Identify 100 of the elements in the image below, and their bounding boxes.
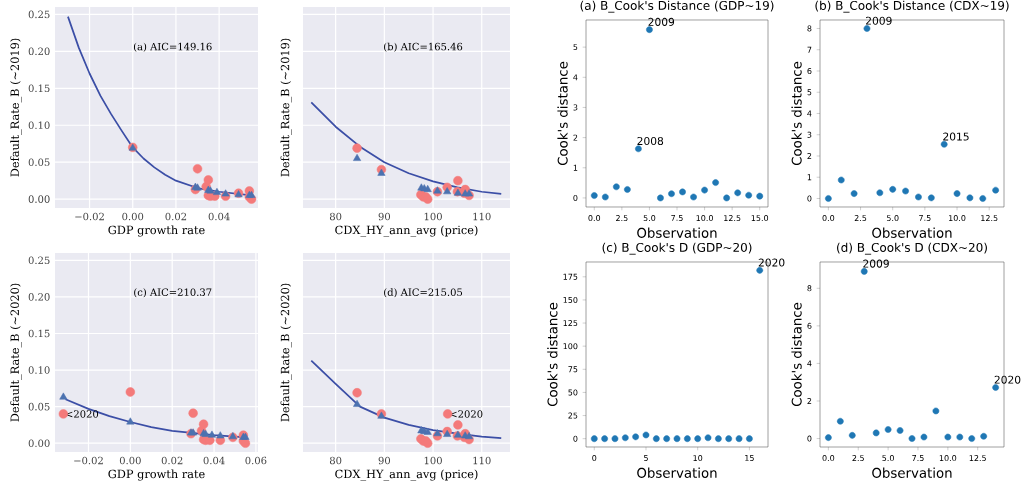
y-tick-label: 0 (573, 435, 578, 442)
annotation: <2020 (66, 410, 99, 418)
x-tick-label: 12.5 (724, 215, 741, 222)
y-tick-label: 5 (807, 89, 812, 96)
x-axis-title: Observation (637, 227, 717, 238)
y-tick-label: 125 (563, 320, 578, 327)
x-tick-label: 12.5 (969, 455, 986, 462)
y-tick-label: 50 (568, 389, 578, 396)
x-tick-label: 5.0 (643, 215, 656, 222)
annotation: 2008 (637, 136, 664, 146)
y-axis-title: Cook's distance (547, 302, 558, 407)
y-tick-label: 6 (807, 67, 812, 75)
y-tick-label: 3 (573, 104, 578, 111)
annotation: 2020 (994, 375, 1021, 384)
x-axis-title: GDP growth rate (108, 469, 205, 481)
y-tick-label: 175 (563, 273, 578, 280)
x-tick-label: 0.02 (161, 456, 183, 465)
y-tick-label: 0.15 (28, 84, 50, 93)
x-tick-label: 0.06 (245, 456, 267, 465)
x-tick-label: 2.5 (616, 215, 628, 222)
x-tick-label: 0.0 (588, 215, 601, 222)
y-tick-label: 0 (573, 194, 578, 201)
y-axis-title: Default_Rate_B (~2019) (280, 38, 292, 177)
x-tick-label: 15 (745, 455, 754, 461)
x-tick-label: 5 (644, 455, 648, 461)
x-tick-label: 100 (424, 212, 442, 221)
x-tick-label: −0.02 (74, 456, 103, 465)
x-tick-label: 10.0 (696, 215, 713, 222)
x-tick-label: 80 (329, 212, 342, 221)
x-tick-label: 5.0 (886, 215, 899, 222)
x-tick-label: 110 (473, 456, 491, 465)
x-tick-label: 0.0 (822, 455, 835, 462)
y-axis-title: Default_Rate_B (~2019) (10, 38, 22, 177)
y-tick-label: 8 (807, 285, 812, 292)
y-tick-label: 150 (563, 296, 578, 303)
chart-title: (d) B_Cook's D (CDX~20) (837, 242, 987, 255)
y-tick-label: 7 (807, 46, 812, 53)
x-axis-title: CDX_HY_ann_avg (price) (335, 469, 478, 481)
y-tick-label: 0.20 (28, 47, 50, 56)
y-tick-label: 0 (807, 195, 812, 202)
x-axis-title: Observation (872, 467, 952, 478)
x-tick-label: 10 (693, 455, 703, 462)
annotation: 2015 (943, 132, 969, 141)
y-tick-label: 2 (573, 134, 578, 141)
x-tick-label: 7.5 (912, 455, 924, 461)
y-tick-label: 6 (807, 322, 812, 329)
y-tick-label: 0 (807, 435, 812, 442)
annotation: <2020 (450, 410, 483, 418)
y-tick-label: 0.25 (28, 256, 50, 265)
y-tick-label: 4 (573, 74, 578, 81)
annotation: 2020 (758, 258, 785, 267)
chart-title: (c) B_Cook's D (GDP~20) (602, 242, 752, 255)
y-tick-label: 2 (807, 153, 812, 159)
x-tick-label: 0.04 (208, 212, 230, 221)
x-tick-label: 5.0 (882, 455, 894, 462)
x-tick-label: 110 (473, 212, 491, 221)
y-axis-title: Default_Rate_B (~2020) (10, 283, 22, 422)
annotation: 2009 (648, 17, 675, 26)
x-tick-label: 90 (378, 456, 391, 465)
x-tick-label: 80 (329, 456, 342, 465)
y-tick-label: 0.00 (28, 195, 50, 203)
x-tick-label: 10.0 (949, 215, 966, 222)
chart-title: (b) B_Cook's Distance (CDX~19) (815, 0, 1009, 13)
y-tick-label: 0.10 (28, 121, 50, 130)
annotation: (c) AIC=210.37 (134, 288, 212, 298)
y-tick-label: 4 (807, 110, 812, 117)
y-tick-label: 0.20 (28, 293, 50, 301)
y-tick-label: 1 (573, 164, 578, 171)
x-tick-label: 12.5 (981, 215, 998, 222)
y-tick-label: 5 (573, 44, 578, 51)
x-axis-title: CDX_HY_ann_avg (price) (335, 225, 478, 237)
x-tick-label: 0 (592, 455, 597, 462)
y-tick-label: 25 (568, 412, 578, 419)
annotation: (a) AIC=149.16 (133, 42, 212, 52)
y-tick-label: 0.00 (28, 439, 50, 448)
x-tick-label: 90 (378, 212, 391, 221)
y-axis-title: Cook's distance (791, 302, 802, 407)
x-axis-title: Observation (637, 467, 717, 478)
x-tick-label: 10.0 (939, 455, 957, 462)
x-tick-label: 2.5 (854, 215, 867, 222)
x-axis-title: GDP growth rate (108, 225, 205, 237)
x-tick-label: 0.02 (165, 212, 187, 221)
y-tick-label: 3 (807, 131, 812, 138)
y-tick-label: 0.25 (28, 10, 50, 19)
y-tick-label: 75 (568, 366, 578, 373)
chart-title: (a) B_Cook's Distance (GDP~19) (580, 0, 774, 13)
y-tick-label: 0.05 (28, 158, 50, 166)
y-tick-label: 8 (807, 25, 812, 32)
y-tick-label: 2 (807, 398, 812, 404)
x-tick-label: 100 (424, 456, 442, 465)
x-tick-label: 0.04 (203, 456, 225, 465)
y-axis-title: Default_Rate_B (~2020) (280, 283, 292, 422)
x-tick-label: 2.5 (852, 455, 864, 462)
y-axis-title: Cook's distance (791, 61, 802, 166)
x-tick-label: 0.00 (122, 212, 144, 221)
y-tick-label: 0.10 (28, 366, 50, 374)
y-tick-label: 4 (807, 360, 812, 367)
y-tick-label: 0.05 (28, 402, 50, 411)
x-axis-title: Observation (872, 227, 952, 238)
annotation: 2009 (863, 259, 889, 268)
